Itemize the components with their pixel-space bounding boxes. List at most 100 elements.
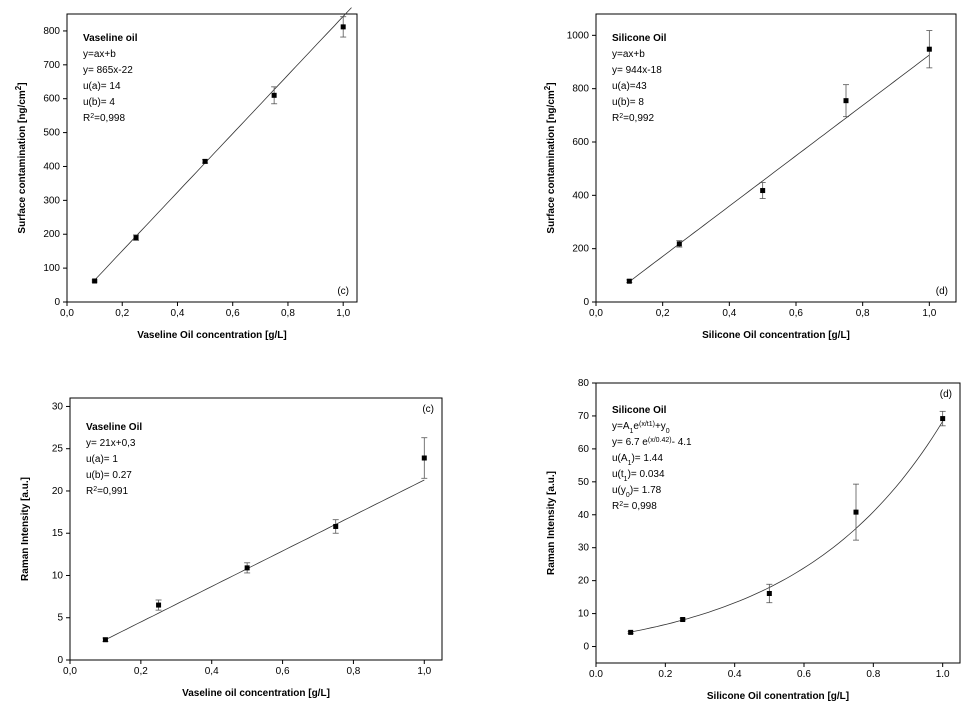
y-axis-label: Surface contamination [ng/cm2] xyxy=(14,82,29,233)
fit-annotation: y=A1e(x/t1)+y0 xyxy=(612,421,670,435)
fit-line xyxy=(629,54,930,282)
fit-annotation-part: = 0,998 xyxy=(623,501,657,512)
x-tick-label: 0.6 xyxy=(797,669,811,680)
y-tick-label: 0 xyxy=(583,642,589,653)
panel-title: Silicone Oil xyxy=(612,33,667,44)
fit-annotation-part: u(a)=43 xyxy=(612,81,647,92)
y-tick-label: 80 xyxy=(578,378,590,389)
fit-annotation: u(t1)= 0.034 xyxy=(612,469,665,483)
panel-title: Silicone Oil xyxy=(612,405,667,416)
data-point xyxy=(156,602,162,608)
x-axis-label: Silicone Oil conentration [g/L] xyxy=(707,691,849,702)
x-tick-label: 0.4 xyxy=(728,669,742,680)
fit-annotation-part: 2 xyxy=(619,501,623,508)
chart-panel: 0.0 0.2 0.4 0.6 0.8 1.001020304050607080Silic… xyxy=(546,378,961,702)
y-tick-label: 20 xyxy=(52,486,64,497)
x-axis-label-part: Vaseline oil concentration [g/L] xyxy=(182,688,330,699)
fit-annotation-part: R xyxy=(86,486,93,497)
fit-annotation-part: 2 xyxy=(619,113,623,120)
y-axis-label-part: Surface contamination [ng/cm xyxy=(17,90,28,233)
fit-annotation-part: y= 865x-22 xyxy=(83,65,133,76)
x-tick-label: 1,0 xyxy=(417,666,431,677)
y-tick-label: 800 xyxy=(572,84,589,95)
y-axis-label-part: 2 xyxy=(543,85,552,90)
x-tick-label: 0,8 xyxy=(856,308,870,319)
x-tick-label: 0,6 xyxy=(789,308,803,319)
y-tick-label: 700 xyxy=(43,60,60,71)
data-point xyxy=(333,523,339,529)
y-tick-label: 400 xyxy=(572,190,589,201)
x-tick-label: 1,0 xyxy=(336,308,350,319)
y-axis-label-part: ] xyxy=(546,82,557,85)
fit-annotation-part: )= 0.034 xyxy=(628,469,665,480)
fit-annotation-part: u(A xyxy=(612,453,628,464)
fit-annotation-part: R xyxy=(612,501,619,512)
fit-annotation-part: y=ax+b xyxy=(612,49,645,60)
data-point xyxy=(940,416,946,422)
plot-frame xyxy=(69,397,443,661)
x-tick-label: 0,2 xyxy=(115,308,129,319)
x-tick-label: 0.0 xyxy=(589,669,603,680)
y-tick-label: 5 xyxy=(57,613,63,624)
data-point xyxy=(766,590,772,596)
fit-annotation: R2=0,991 xyxy=(86,486,128,498)
panel-label: (c) xyxy=(422,404,434,415)
fit-annotation-part: (x/t1) xyxy=(639,421,655,428)
data-point xyxy=(760,188,766,194)
fit-annotation-part: )= 1.78 xyxy=(630,485,662,496)
x-axis-label: Silicone Oil concentration [g/L] xyxy=(702,330,850,341)
y-axis-label: Surface contamination [ng/cm2] xyxy=(543,82,558,233)
fit-annotation-part: y= 21x+0,3 xyxy=(86,438,136,449)
y-tick-label: 1000 xyxy=(567,30,590,41)
fit-annotation-part: 0 xyxy=(666,428,670,435)
y-axis-label-part: Raman Intensity [a.u.] xyxy=(546,471,557,575)
y-tick-label: 200 xyxy=(572,244,589,255)
y-tick-label: 0 xyxy=(57,655,63,666)
y-tick-label: 300 xyxy=(43,195,60,206)
x-axis-label: Vaseline Oil concentration [g/L] xyxy=(137,330,286,341)
data-point xyxy=(626,278,632,284)
x-tick-label: 0,6 xyxy=(226,308,240,319)
y-axis-label-part: 2 xyxy=(14,85,23,90)
fit-annotation-part: u(a)= 14 xyxy=(83,81,121,92)
fit-annotation-part: u(y xyxy=(612,485,626,496)
fit-annotation: y= 6.7 e(x/0.42)- 4.1 xyxy=(612,437,692,449)
y-axis-label: Raman Intensity [a.u.] xyxy=(20,477,31,581)
y-tick-label: 20 xyxy=(578,576,590,587)
x-tick-label: 1,0 xyxy=(922,308,936,319)
fit-annotation: R2= 0,998 xyxy=(612,501,657,513)
panel-title: Vaseline Oil xyxy=(86,422,142,433)
y-tick-label: 60 xyxy=(578,444,590,455)
fit-annotation: u(b)= 4 xyxy=(83,97,115,108)
fit-annotation: u(b)= 8 xyxy=(612,97,644,108)
fit-annotation-part: y=ax+b xyxy=(83,49,116,60)
y-tick-label: 400 xyxy=(43,161,60,172)
y-tick-label: 25 xyxy=(52,444,64,455)
panel-label: (c) xyxy=(337,286,349,297)
chart-panel: 0,0 0,2 0,4 0,6 0,8 1,0 0 200 400 600 800 1000 Silic… xyxy=(543,13,957,341)
data-point xyxy=(102,637,108,643)
y-tick-label: 70 xyxy=(578,411,590,422)
y-axis-label-part: ] xyxy=(17,82,28,85)
fit-line xyxy=(94,7,352,281)
x-axis-label-part: Silicone Oil conentration [g/L] xyxy=(707,691,849,702)
fit-annotation-part: 0 xyxy=(626,492,630,499)
y-axis-label-part: Surface contamination [ng/cm xyxy=(546,90,557,233)
data-point xyxy=(843,98,849,104)
y-tick-label: 800 xyxy=(43,26,60,37)
chart-panel: 0,0 0,2 0,4 0,6 0,8 1,0 0 100 200 300 400 500 600 700… xyxy=(14,7,358,341)
fit-annotation-part: =0,998 xyxy=(94,113,125,124)
y-tick-label: 0 xyxy=(54,297,60,308)
fit-annotation: y=ax+b xyxy=(612,49,645,60)
data-point xyxy=(244,565,250,571)
y-tick-label: 100 xyxy=(43,263,60,274)
x-axis-label-part: Vaseline Oil concentration [g/L] xyxy=(137,330,286,341)
y-tick-label: 50 xyxy=(578,477,590,488)
x-tick-label: 0,0 xyxy=(589,308,603,319)
x-tick-label: 0.8 xyxy=(866,669,880,680)
plot-frame xyxy=(66,13,358,303)
data-point xyxy=(853,509,859,515)
fit-annotation-part: +y xyxy=(655,421,666,432)
x-axis-label: Vaseline oil concentration [g/L] xyxy=(182,688,330,699)
y-tick-label: 10 xyxy=(52,570,64,581)
